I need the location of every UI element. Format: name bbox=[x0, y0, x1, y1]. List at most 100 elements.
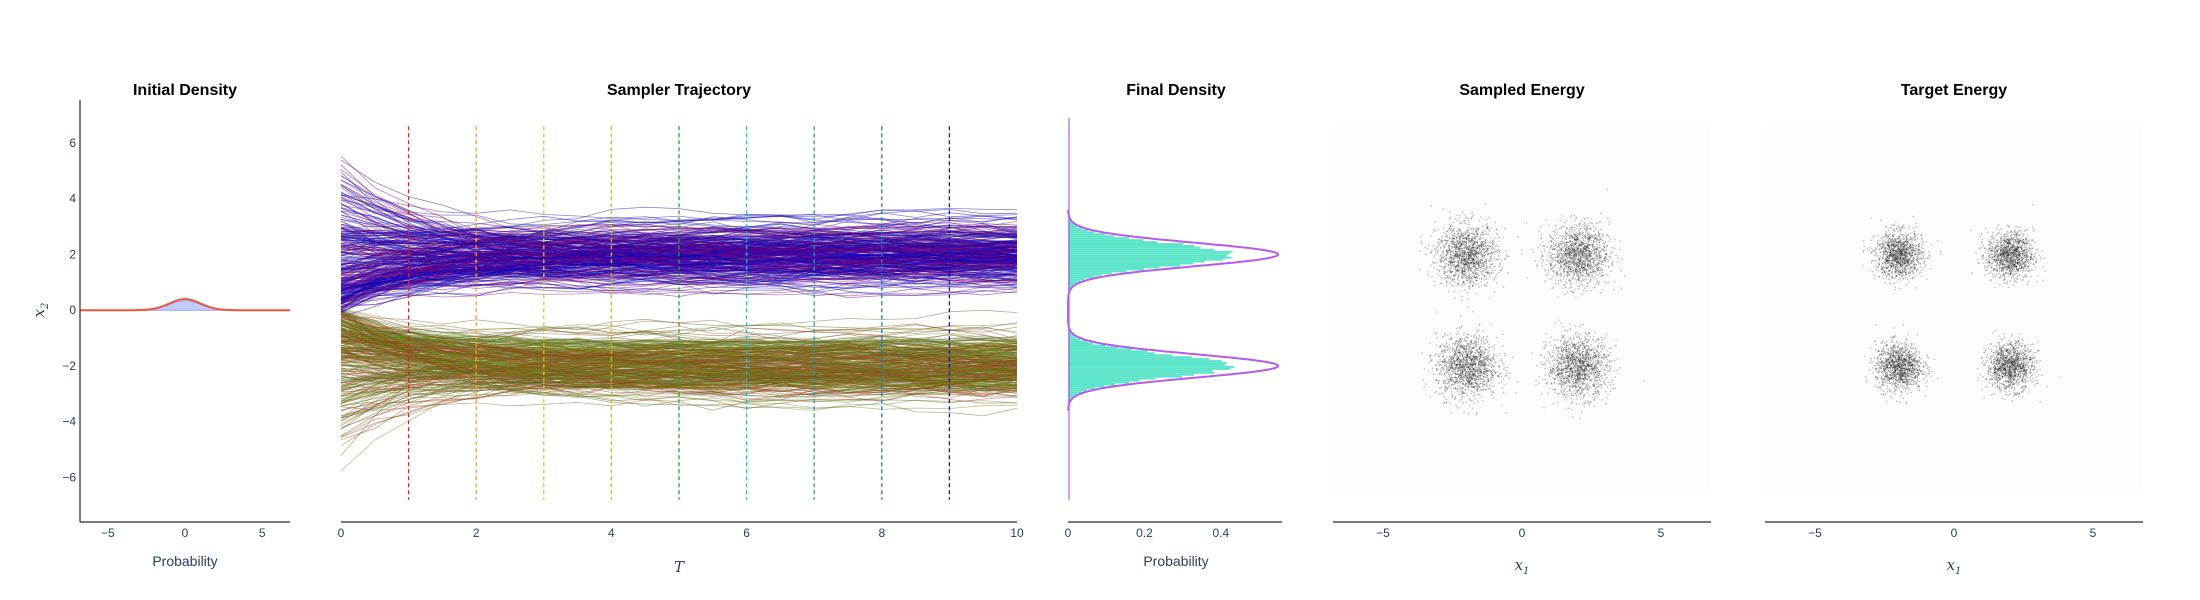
energy-point bbox=[1454, 254, 1456, 256]
energy-point bbox=[1559, 244, 1561, 246]
energy-point bbox=[1471, 276, 1473, 279]
energy-point bbox=[1445, 402, 1447, 404]
energy-point bbox=[1450, 251, 1452, 253]
energy-point bbox=[1498, 365, 1500, 367]
energy-point bbox=[1469, 279, 1472, 281]
energy-point bbox=[1473, 342, 1475, 344]
final-histogram-bar bbox=[1068, 258, 1223, 261]
energy-point bbox=[1446, 356, 1448, 358]
energy-point bbox=[1475, 272, 1477, 274]
energy-point bbox=[1564, 231, 1566, 233]
energy-point bbox=[1491, 240, 1494, 242]
energy-point bbox=[1508, 377, 1510, 379]
energy-point bbox=[1584, 250, 1587, 252]
energy-point bbox=[1486, 270, 1488, 273]
energy-point bbox=[1479, 237, 1482, 239]
energy-point bbox=[1432, 261, 1434, 263]
energy-point bbox=[1602, 248, 1604, 251]
sampled-energy-panel: Sampled Energy −5 0 5 x1 bbox=[1333, 82, 1711, 577]
energy-point bbox=[1474, 230, 1476, 232]
energy-point bbox=[1475, 385, 1477, 388]
energy-point bbox=[1461, 233, 1463, 236]
energy-point bbox=[1463, 332, 1465, 334]
energy-point bbox=[1473, 253, 1475, 255]
energy-point bbox=[1569, 290, 1572, 293]
energy-point bbox=[1554, 248, 1557, 250]
energy-point bbox=[1456, 255, 1458, 258]
energy-point bbox=[1572, 260, 1575, 262]
energy-point bbox=[1570, 283, 1572, 286]
energy-point bbox=[1478, 335, 1480, 337]
energy-point bbox=[1460, 381, 1463, 383]
energy-point bbox=[1476, 272, 1478, 274]
energy-point bbox=[1451, 247, 1453, 249]
energy-point bbox=[1548, 269, 1550, 271]
energy-point bbox=[1557, 245, 1559, 247]
energy-point bbox=[1474, 339, 1476, 341]
energy-point bbox=[1582, 293, 1584, 295]
energy-point bbox=[1460, 246, 1462, 248]
energy-point bbox=[1549, 257, 1551, 259]
energy-point bbox=[1583, 254, 1586, 256]
energy-point bbox=[1567, 251, 1569, 253]
energy-point bbox=[1459, 391, 1461, 393]
energy-point bbox=[1564, 238, 1566, 240]
energy-point bbox=[1491, 243, 1494, 245]
energy-point bbox=[1474, 233, 1476, 235]
energy-point bbox=[1573, 255, 1575, 258]
energy-point bbox=[1564, 286, 1566, 288]
energy-point bbox=[1589, 264, 1591, 267]
energy-point bbox=[1575, 232, 1578, 234]
energy-point bbox=[1465, 223, 1467, 225]
energy-point bbox=[1467, 354, 1469, 356]
energy-point bbox=[1478, 263, 1480, 265]
energy-point bbox=[1462, 272, 1464, 274]
energy-point bbox=[1480, 396, 1482, 398]
energy-point bbox=[1472, 250, 1474, 252]
energy-point bbox=[1477, 227, 1479, 229]
energy-point bbox=[1596, 249, 1598, 251]
energy-point bbox=[1573, 257, 1575, 260]
energy-point bbox=[1475, 382, 1478, 385]
energy-point bbox=[1476, 331, 1478, 333]
energy-point bbox=[1456, 255, 1458, 257]
energy-point bbox=[1488, 343, 1490, 345]
energy-point bbox=[1455, 246, 1457, 248]
energy-point bbox=[1563, 271, 1565, 273]
energy-point bbox=[1604, 253, 1606, 255]
energy-point bbox=[1446, 251, 1449, 254]
energy-point bbox=[1456, 327, 1458, 330]
energy-point bbox=[1465, 260, 1468, 262]
energy-point bbox=[1440, 369, 1442, 371]
energy-point bbox=[1478, 252, 1481, 254]
energy-point bbox=[1491, 251, 1493, 253]
energy-point bbox=[1452, 348, 1454, 350]
energy-point bbox=[1451, 395, 1453, 397]
energy-point bbox=[1458, 256, 1461, 258]
energy-point bbox=[1464, 271, 1466, 273]
energy-point bbox=[1451, 258, 1453, 260]
energy-point bbox=[1446, 282, 1448, 284]
energy-point bbox=[1550, 336, 1553, 338]
energy-point bbox=[1481, 233, 1484, 235]
energy-point bbox=[1490, 357, 1492, 360]
energy-point bbox=[1588, 237, 1590, 239]
energy-point bbox=[1478, 245, 1480, 247]
energy-point bbox=[1448, 386, 1450, 388]
energy-point bbox=[1455, 271, 1457, 273]
energy-point bbox=[1474, 246, 1476, 249]
energy-point bbox=[1457, 383, 1459, 385]
energy-point bbox=[1486, 245, 1489, 247]
sampler-trajectory-plot bbox=[340, 126, 1018, 500]
energy-point bbox=[1481, 245, 1483, 247]
energy-point bbox=[1502, 237, 1504, 239]
energy-point bbox=[1451, 280, 1453, 282]
energy-point bbox=[1471, 237, 1473, 239]
energy-point bbox=[1471, 212, 1473, 214]
trajectory-line bbox=[340, 276, 1018, 306]
energy-point bbox=[1541, 265, 1544, 267]
energy-point bbox=[1597, 264, 1599, 266]
energy-point bbox=[1567, 269, 1570, 271]
energy-point bbox=[1572, 275, 1574, 277]
energy-point bbox=[1562, 253, 1564, 256]
